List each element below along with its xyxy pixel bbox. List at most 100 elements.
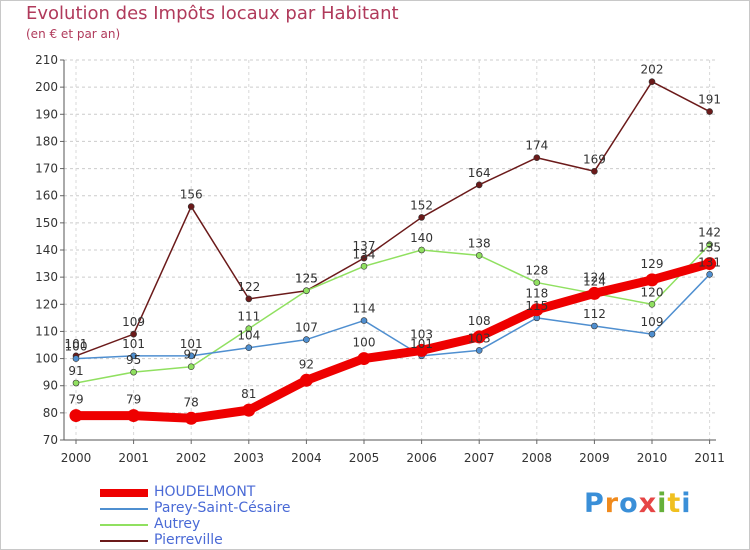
data-label-pierreville: 137 <box>353 239 376 253</box>
data-label-autrey: 95 <box>126 353 141 367</box>
chart-subtitle: (en € et par an) <box>26 27 121 41</box>
data-label-parey-saint-c-saire: 103 <box>468 331 491 345</box>
proxiti-logo: Proxiti <box>584 488 692 519</box>
data-label-parey-saint-c-saire: 101 <box>410 337 433 351</box>
series-line-houdelmont <box>71 259 715 423</box>
data-label-autrey: 138 <box>468 236 491 250</box>
data-label-parey-saint-c-saire: 131 <box>698 255 721 269</box>
data-label-autrey: 128 <box>525 264 548 278</box>
x-tick-label: 2009 <box>579 451 610 465</box>
data-point-parey-saint-c-saire <box>360 317 368 324</box>
data-point-autrey <box>533 279 541 286</box>
data-label-pierreville: 122 <box>237 280 260 294</box>
data-label-parey-saint-c-saire: 112 <box>583 307 606 321</box>
y-tick-label: 70 <box>43 433 58 447</box>
data-point-pierreville <box>591 167 598 175</box>
data-label-pierreville: 152 <box>410 198 433 212</box>
data-point-autrey <box>303 287 310 295</box>
legend-label-parey-saint-cesaire: Parey-Saint-Césaire <box>154 500 291 516</box>
legend-label-pierreville: Pierreville <box>154 532 223 548</box>
y-tick-label: 160 <box>35 189 58 203</box>
data-label-houdelmont: 100 <box>353 336 376 350</box>
data-label-parey-saint-c-saire: 101 <box>180 337 203 351</box>
data-label-autrey: 125 <box>295 272 318 286</box>
logo-letter: t <box>667 488 682 519</box>
x-tick-label: 2003 <box>234 451 265 465</box>
data-label-houdelmont: 78 <box>184 395 199 409</box>
data-point-autrey <box>360 262 368 270</box>
data-label-houdelmont: 79 <box>68 393 83 407</box>
data-point-autrey <box>245 325 253 333</box>
legend-label-autrey: Autrey <box>154 516 201 532</box>
data-point-pierreville <box>130 330 137 338</box>
legend-swatch-houdelmont <box>100 489 148 497</box>
y-tick-label: 190 <box>35 107 58 121</box>
data-label-autrey: 142 <box>698 226 721 240</box>
data-label-houdelmont: 135 <box>698 241 721 255</box>
data-point-autrey <box>418 246 425 254</box>
data-label-parey-saint-c-saire: 114 <box>353 302 376 316</box>
data-point-houdelmont <box>587 286 601 300</box>
data-label-pierreville: 191 <box>698 93 721 107</box>
logo-letter: x <box>638 488 658 519</box>
legend-swatch-parey-saint-cesaire <box>100 508 148 510</box>
data-point-parey-saint-c-saire <box>591 322 598 330</box>
data-label-pierreville: 169 <box>583 152 606 166</box>
y-tick-label: 110 <box>35 324 58 338</box>
logo-letter: i <box>657 488 668 519</box>
y-tick-label: 100 <box>35 352 58 366</box>
data-label-parey-saint-c-saire: 100 <box>65 340 88 354</box>
data-label-autrey: 120 <box>641 285 664 299</box>
data-label-pierreville: 109 <box>122 315 145 329</box>
y-tick-label: 80 <box>43 406 58 420</box>
data-point-houdelmont <box>357 352 371 366</box>
y-tick-label: 150 <box>35 216 58 230</box>
series-line-autrey <box>75 243 711 384</box>
data-point-autrey <box>475 252 483 259</box>
data-point-pierreville <box>706 108 713 115</box>
x-tick-label: 2011 <box>694 451 725 465</box>
data-label-houdelmont: 92 <box>299 357 314 371</box>
logo-letter: r <box>604 488 620 519</box>
data-point-parey-saint-c-saire <box>475 347 483 354</box>
x-tick-label: 2007 <box>464 451 495 465</box>
y-tick-label: 90 <box>43 379 58 393</box>
data-label-parey-saint-c-saire: 115 <box>525 299 548 313</box>
data-point-pierreville <box>418 214 425 221</box>
data-label-autrey: 111 <box>237 310 260 324</box>
data-label-houdelmont: 129 <box>641 257 664 271</box>
x-tick-label: 2006 <box>406 451 437 465</box>
data-label-pierreville: 101 <box>65 337 88 351</box>
legend-swatch-pierreville <box>100 540 148 542</box>
data-label-autrey: 140 <box>410 231 433 245</box>
chart-title: Evolution des Impôts locaux par Habitant <box>26 3 399 24</box>
data-label-pierreville: 164 <box>468 166 491 180</box>
y-tick-label: 210 <box>35 53 58 67</box>
data-point-pierreville <box>475 181 483 189</box>
y-tick-label: 120 <box>35 297 58 311</box>
data-point-autrey <box>706 241 713 248</box>
data-point-autrey <box>72 379 80 387</box>
data-point-parey-saint-c-saire <box>72 355 80 362</box>
data-label-houdelmont: 118 <box>525 287 548 301</box>
data-point-parey-saint-c-saire <box>187 352 195 360</box>
data-point-parey-saint-c-saire <box>648 330 656 338</box>
x-tick-label: 2001 <box>118 451 149 465</box>
data-label-houdelmont: 79 <box>126 393 141 407</box>
data-point-parey-saint-c-saire <box>130 352 137 360</box>
data-point-pierreville <box>187 203 195 210</box>
legend-label-houdelmont: HOUDELMONT <box>154 484 256 500</box>
y-tick-label: 200 <box>35 80 58 94</box>
data-point-houdelmont <box>645 273 659 287</box>
data-label-parey-saint-c-saire: 109 <box>641 315 664 329</box>
data-point-pierreville <box>533 154 541 162</box>
data-label-pierreville: 156 <box>180 188 203 202</box>
data-point-autrey <box>130 368 137 376</box>
data-point-houdelmont <box>703 257 717 271</box>
data-point-houdelmont <box>472 330 486 344</box>
x-tick-label: 2002 <box>176 451 207 465</box>
data-label-pierreville: 174 <box>525 139 548 153</box>
data-point-pierreville <box>648 78 656 86</box>
data-point-pierreville <box>245 295 253 303</box>
x-tick-label: 2000 <box>61 451 92 465</box>
